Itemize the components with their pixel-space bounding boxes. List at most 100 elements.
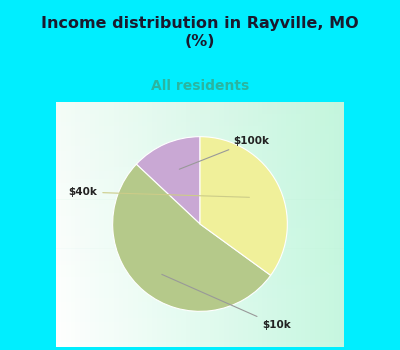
Bar [320,102,325,346]
Bar [56,261,344,265]
Bar [339,102,344,346]
Bar [315,102,320,346]
Bar [334,102,339,346]
Bar [56,199,344,204]
Bar [56,204,344,208]
Bar [56,118,344,122]
Bar [210,102,214,346]
Bar [258,102,262,346]
Bar [56,240,344,244]
Bar [56,326,344,330]
Bar [56,183,344,187]
Bar [171,102,176,346]
Bar [56,244,344,248]
Bar [267,102,272,346]
Bar [219,102,224,346]
Bar [75,102,80,346]
Bar [262,102,267,346]
Bar [114,102,118,346]
Bar [291,102,296,346]
Bar [56,330,344,334]
Bar [166,102,171,346]
Bar [162,102,166,346]
Bar [56,269,344,273]
Bar [128,102,133,346]
Bar [56,142,344,146]
Bar [61,102,66,346]
Bar [56,106,344,110]
Bar [200,102,205,346]
Bar [56,110,344,114]
Bar [176,102,181,346]
Bar [56,224,344,228]
Bar [152,102,157,346]
Bar [142,102,147,346]
Bar [190,102,195,346]
Bar [56,195,344,199]
Bar [186,102,190,346]
Bar [56,175,344,179]
Text: $10k: $10k [162,274,291,330]
Bar [90,102,94,346]
Bar [229,102,234,346]
Bar [56,171,344,175]
Bar [56,236,344,240]
Bar [56,322,344,326]
Wedge shape [200,136,287,275]
Bar [56,102,344,106]
Bar [56,334,344,338]
Bar [56,338,344,342]
Bar [56,314,344,318]
Text: All residents: All residents [151,79,249,93]
Bar [224,102,229,346]
Bar [123,102,128,346]
Bar [104,102,109,346]
Bar [80,102,85,346]
Bar [286,102,291,346]
Bar [56,216,344,220]
Bar [56,281,344,285]
Text: Income distribution in Rayville, MO
(%): Income distribution in Rayville, MO (%) [41,16,359,49]
Bar [248,102,253,346]
Bar [56,155,344,159]
Bar [56,318,344,322]
Bar [277,102,282,346]
Bar [85,102,90,346]
Bar [56,114,344,118]
Bar [56,122,344,126]
Bar [66,102,70,346]
Bar [157,102,162,346]
Bar [282,102,286,346]
Bar [56,212,344,216]
Bar [70,102,75,346]
Bar [56,342,344,346]
Bar [56,179,344,183]
Bar [56,187,344,191]
Bar [147,102,152,346]
Bar [56,134,344,138]
Bar [56,191,344,195]
Bar [56,289,344,293]
Bar [56,159,344,163]
Bar [234,102,238,346]
Bar [325,102,330,346]
Bar [56,208,344,212]
Bar [56,248,344,253]
Bar [56,265,344,269]
Bar [56,150,344,155]
Bar [56,298,344,302]
Bar [243,102,248,346]
Bar [109,102,114,346]
Bar [253,102,258,346]
Bar [205,102,210,346]
Bar [56,277,344,281]
Bar [56,163,344,167]
Bar [181,102,186,346]
Bar [272,102,277,346]
Bar [94,102,99,346]
Bar [306,102,310,346]
Bar [56,293,344,298]
Bar [138,102,142,346]
Bar [310,102,315,346]
Bar [56,126,344,130]
